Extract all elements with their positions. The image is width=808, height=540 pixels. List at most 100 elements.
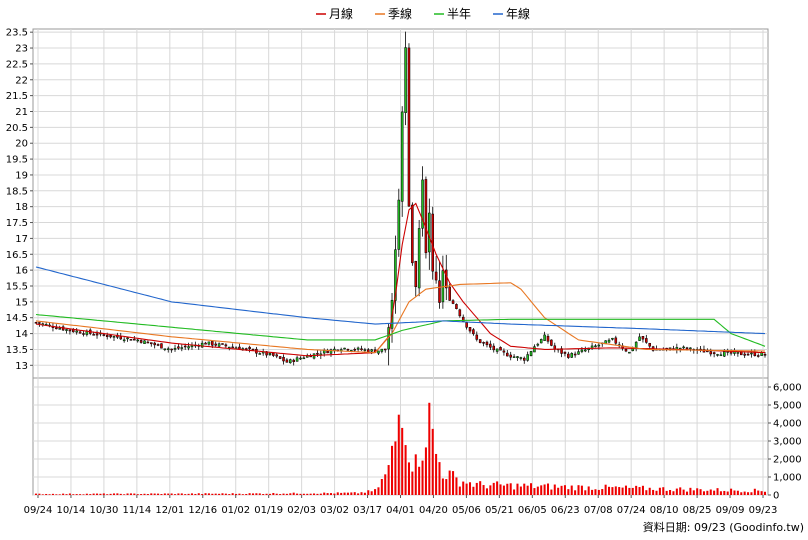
price-tick-label: 22.5 xyxy=(6,59,28,70)
candle-body xyxy=(153,342,156,346)
volume-bar xyxy=(757,490,760,495)
volume-bar xyxy=(608,486,611,495)
volume-bar xyxy=(438,462,441,495)
volume-bar xyxy=(692,490,695,495)
volume-bar xyxy=(424,447,427,495)
legend-label: 月線 xyxy=(329,6,353,21)
volume-bar xyxy=(689,487,692,495)
volume-bar xyxy=(129,493,132,495)
candle-body xyxy=(82,333,85,335)
volume-bar xyxy=(641,485,644,495)
volume-bar xyxy=(750,492,753,495)
volume-bar xyxy=(604,484,607,495)
volume-bar xyxy=(275,493,278,495)
volume-bar xyxy=(201,494,204,495)
candle-body xyxy=(343,347,346,350)
candle-body xyxy=(397,199,401,250)
candle-body xyxy=(567,353,570,358)
volume-bar xyxy=(221,493,224,495)
volume-bar xyxy=(740,492,743,495)
price-tick-label: 18.5 xyxy=(6,186,28,197)
candle-body xyxy=(122,339,126,342)
volume-bar xyxy=(482,485,485,495)
volume-bar xyxy=(730,488,733,495)
candle-body xyxy=(55,327,58,330)
candle-body xyxy=(150,342,153,345)
volume-bar xyxy=(685,491,689,495)
candle-body xyxy=(95,333,99,336)
candle-body xyxy=(689,347,692,350)
volume-bar xyxy=(696,488,699,495)
price-tick-label: 19 xyxy=(15,170,28,181)
volume-bar xyxy=(153,493,156,495)
volume-bar xyxy=(658,487,661,495)
candle-body xyxy=(407,47,411,207)
volume-bar xyxy=(516,483,519,495)
x-tick-label: 07/08 xyxy=(584,505,613,516)
candle-body xyxy=(119,336,123,340)
candle-body xyxy=(136,339,139,342)
volume-bar xyxy=(360,492,363,495)
volume-tick-label: 4,000 xyxy=(773,419,802,430)
volume-bar xyxy=(238,493,241,495)
candle-body xyxy=(367,349,370,353)
volume-bar xyxy=(563,485,566,495)
candle-body xyxy=(295,357,299,362)
volume-bar xyxy=(570,485,573,495)
legend-label: 季線 xyxy=(388,6,412,21)
x-tick-label: 07/24 xyxy=(617,505,646,516)
candle-body xyxy=(499,347,502,351)
candle-body xyxy=(34,322,38,324)
x-tick-label: 09/09 xyxy=(716,505,745,516)
price-tick-label: 15.5 xyxy=(6,281,28,292)
volume-bar xyxy=(648,487,651,495)
candle-body xyxy=(482,342,485,344)
volume-bar xyxy=(363,492,366,495)
volume-bar xyxy=(279,494,282,495)
candle-body xyxy=(428,212,431,253)
candle-body xyxy=(495,348,499,352)
ma-line xyxy=(35,282,765,354)
candle-body xyxy=(533,346,536,353)
volume-bar xyxy=(353,492,356,495)
candle-body xyxy=(723,351,726,357)
candle-body xyxy=(458,309,462,317)
candle-body xyxy=(746,353,750,356)
volume-bar xyxy=(89,494,92,495)
candle-body xyxy=(634,341,638,348)
volume-bar xyxy=(404,445,407,495)
volume-bar xyxy=(655,490,658,495)
candle-body xyxy=(716,354,719,356)
candle-body xyxy=(445,269,448,289)
volume-bar xyxy=(207,493,210,495)
volume-bar xyxy=(468,482,472,495)
candle-body xyxy=(180,347,184,349)
candle-body xyxy=(489,343,492,348)
volume-bar xyxy=(611,487,614,495)
x-tick-label: 02/03 xyxy=(287,505,316,516)
candle-body xyxy=(417,228,421,289)
volume-bar xyxy=(743,491,746,495)
volume-bar xyxy=(621,487,624,495)
volume-bar xyxy=(553,484,556,495)
volume-bar xyxy=(231,493,234,495)
candle-body xyxy=(102,334,106,336)
volume-bar xyxy=(763,491,767,495)
volume-bar xyxy=(197,493,200,495)
price-tick-label: 17.5 xyxy=(6,218,28,229)
volume-bar xyxy=(733,490,736,495)
candle-body xyxy=(712,352,716,355)
candle-body xyxy=(377,350,380,354)
candle-body xyxy=(519,357,523,359)
volume-bar xyxy=(72,494,75,495)
candle-body xyxy=(156,344,160,346)
candle-body xyxy=(78,331,82,334)
price-tick-label: 13.5 xyxy=(6,345,28,356)
candle-body xyxy=(214,343,217,346)
volume-bar xyxy=(374,489,377,495)
volume-bar xyxy=(245,493,248,495)
volume-bar xyxy=(133,493,136,495)
volume-bar xyxy=(411,471,414,495)
x-tick-label: 06/05 xyxy=(518,505,547,516)
volume-bar xyxy=(485,488,488,495)
